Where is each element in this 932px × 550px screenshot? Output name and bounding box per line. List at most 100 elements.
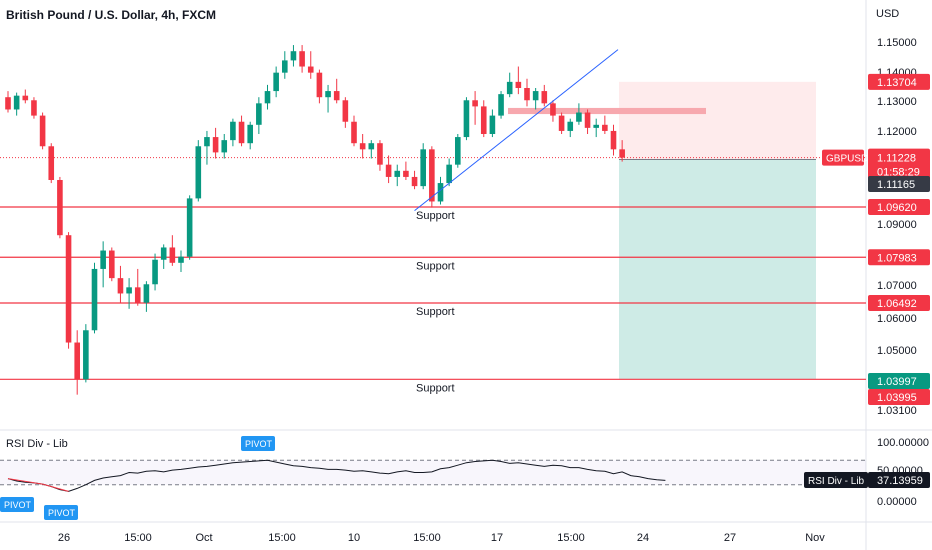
candle-body[interactable] xyxy=(455,137,461,165)
candle-body[interactable] xyxy=(134,287,141,303)
candle-body[interactable] xyxy=(247,124,253,144)
current-price-label-bg xyxy=(868,148,930,181)
candle-body[interactable] xyxy=(178,256,184,263)
candle-body[interactable] xyxy=(480,106,487,134)
candle-body[interactable] xyxy=(290,51,297,61)
candle-body[interactable] xyxy=(532,91,539,101)
candle-body[interactable] xyxy=(394,170,401,177)
x-axis-tick-label: 27 xyxy=(724,532,736,544)
candle-body[interactable] xyxy=(143,284,150,303)
candle-body[interactable] xyxy=(403,170,409,177)
candle-body[interactable] xyxy=(186,198,193,257)
candle-body[interactable] xyxy=(584,112,591,128)
candle-body[interactable] xyxy=(282,60,288,73)
symbol-tag: GBPUSD xyxy=(826,154,868,165)
candle-body[interactable] xyxy=(602,124,608,131)
candle-body[interactable] xyxy=(230,121,236,141)
candle-body[interactable] xyxy=(385,164,392,177)
candle-body[interactable] xyxy=(593,124,599,128)
candle-body[interactable] xyxy=(221,140,228,153)
candle-body[interactable] xyxy=(169,247,176,263)
candle-body[interactable] xyxy=(446,164,452,184)
candle-body[interactable] xyxy=(316,72,323,98)
candle-body[interactable] xyxy=(550,103,556,116)
candle-countdown: 01:58:29 xyxy=(877,167,920,179)
position-risk-zone[interactable] xyxy=(619,81,816,160)
candle-body[interactable] xyxy=(610,130,617,150)
pivot-marker[interactable] xyxy=(241,436,275,451)
resistance-zone[interactable] xyxy=(508,107,706,115)
candle-body[interactable] xyxy=(48,146,55,180)
candle-body[interactable] xyxy=(22,95,29,101)
candle-body[interactable] xyxy=(204,137,210,147)
candle-body[interactable] xyxy=(65,235,72,343)
candle-body[interactable] xyxy=(515,81,522,88)
candle-body[interactable] xyxy=(558,115,565,131)
candle-body[interactable] xyxy=(351,121,357,144)
candle-body[interactable] xyxy=(13,95,20,110)
candle-body[interactable] xyxy=(524,88,530,101)
rsi-line xyxy=(7,459,666,492)
candle-body[interactable] xyxy=(126,287,132,294)
candle-body[interactable] xyxy=(576,112,582,122)
candle-body[interactable] xyxy=(5,97,11,110)
candle-body[interactable] xyxy=(195,146,202,199)
candle-body[interactable] xyxy=(411,176,418,187)
candle-body[interactable] xyxy=(377,143,383,165)
candle-body[interactable] xyxy=(299,51,305,67)
entry-price-label-bg xyxy=(868,176,930,192)
pivot-label: PIVOT xyxy=(245,439,273,449)
candle-body[interactable] xyxy=(498,94,504,116)
pivot-marker[interactable] xyxy=(44,505,78,520)
pivot-marker[interactable] xyxy=(0,497,34,512)
candle-body[interactable] xyxy=(619,149,625,158)
candle-body[interactable] xyxy=(273,72,279,92)
candle-body[interactable] xyxy=(567,121,574,131)
candle-body[interactable] xyxy=(31,100,37,116)
entry-price-label: 1.11165 xyxy=(877,179,915,191)
candle-body[interactable] xyxy=(238,121,245,144)
candle-body[interactable] xyxy=(325,91,331,98)
candle-body[interactable] xyxy=(109,250,115,279)
candle-body[interactable] xyxy=(152,259,158,285)
candle-body[interactable] xyxy=(100,250,106,269)
candle-body[interactable] xyxy=(368,143,375,150)
rsi-indicator-title[interactable]: RSI Div - Lib xyxy=(6,438,68,450)
candle-body[interactable] xyxy=(472,100,478,107)
support-price-label-bg xyxy=(868,249,930,266)
candle-body[interactable] xyxy=(57,180,63,236)
candle-body[interactable] xyxy=(333,91,340,101)
candle-body[interactable] xyxy=(160,247,167,260)
candle-body[interactable] xyxy=(489,115,496,134)
candle-body[interactable] xyxy=(359,143,366,150)
candle-body[interactable] xyxy=(117,278,124,294)
position-profit-zone[interactable] xyxy=(619,159,816,380)
candle-body[interactable] xyxy=(420,149,426,187)
rsi-value-bg xyxy=(868,472,930,488)
candle-body[interactable] xyxy=(463,100,470,138)
current-price-label: 1.11228 xyxy=(877,153,916,165)
stop-price-label: 1.03997 xyxy=(877,376,917,388)
candle-body[interactable] xyxy=(264,91,271,104)
candle-body[interactable] xyxy=(541,91,548,104)
candle-body[interactable] xyxy=(342,100,349,122)
x-axis-tick-label: 15:00 xyxy=(268,532,296,544)
candle-body[interactable] xyxy=(437,183,444,202)
candle-body[interactable] xyxy=(212,137,219,153)
candle-body[interactable] xyxy=(83,330,89,380)
support-price-label: 1.06492 xyxy=(877,298,917,310)
y-axis-tick-label: 1.12000 xyxy=(877,126,917,138)
stop-price-label-2-bg xyxy=(868,389,930,405)
candle-body[interactable] xyxy=(429,149,435,202)
candle-body[interactable] xyxy=(256,103,262,125)
trendline[interactable] xyxy=(414,49,619,212)
candle-body[interactable] xyxy=(307,66,314,73)
candle-body[interactable] xyxy=(74,342,80,380)
x-axis-tick-label: Oct xyxy=(195,532,212,544)
candle-body[interactable] xyxy=(506,81,513,95)
candle-body[interactable] xyxy=(91,268,98,331)
chart-title: British Pound / U.S. Dollar, 4h, FXCM xyxy=(6,8,217,22)
candle-body[interactable] xyxy=(39,115,46,147)
